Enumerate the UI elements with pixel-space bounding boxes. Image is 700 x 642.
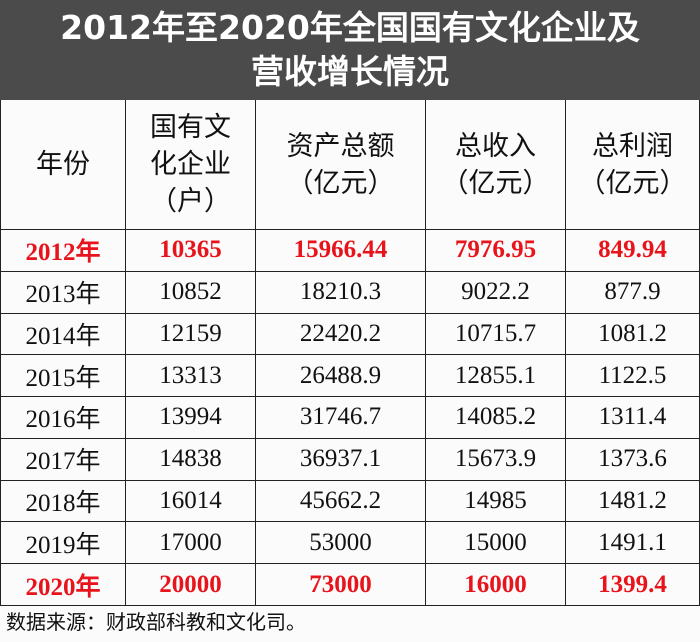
table-cell: 36937.1 bbox=[256, 438, 426, 481]
table-cell: 18210.3 bbox=[256, 271, 426, 314]
table-cell: 20000 bbox=[126, 564, 256, 606]
table-cell: 14985 bbox=[426, 480, 566, 523]
table-cell: 1491.1 bbox=[566, 522, 700, 565]
table-cell: 2019年 bbox=[0, 522, 126, 565]
header-text: 化企业 bbox=[150, 149, 231, 180]
header-text: 资产总额 bbox=[286, 130, 395, 162]
table-cell: 10852 bbox=[126, 271, 256, 314]
table-cell: 45662.2 bbox=[256, 480, 426, 523]
title-bar: 2012年至2020年全国国有文化企业及 营收增长情况 bbox=[0, 0, 700, 100]
header-cell: 年份 bbox=[0, 100, 126, 230]
title-line: 营收增长情况 bbox=[251, 52, 449, 91]
title-line: 2012年至2020年全国国有文化企业及 bbox=[60, 8, 640, 47]
table-cell: 14838 bbox=[126, 438, 256, 481]
table-cell: 12855.1 bbox=[426, 355, 566, 398]
table-cell: 2016年 bbox=[0, 397, 126, 439]
table-cell: 12159 bbox=[126, 313, 256, 356]
table-cell: 1399.4 bbox=[566, 564, 700, 606]
table-cell: 15673.9 bbox=[426, 438, 566, 481]
table-cell: 31746.7 bbox=[256, 397, 426, 439]
table-cell: 15000 bbox=[426, 522, 566, 565]
table-cell: 9022.2 bbox=[426, 271, 566, 314]
header-text: 年份 bbox=[36, 149, 90, 180]
table-cell: 877.9 bbox=[566, 271, 700, 314]
table-cell: 2018年 bbox=[0, 480, 126, 523]
table-cell: 1373.6 bbox=[566, 438, 700, 481]
header-text: （亿元） bbox=[578, 167, 687, 199]
table-cell: 7976.95 bbox=[426, 230, 566, 272]
header-text: （户） bbox=[150, 186, 231, 217]
table-cell: 16014 bbox=[126, 480, 256, 523]
table-cell: 14085.2 bbox=[426, 397, 566, 439]
table-cell: 1311.4 bbox=[566, 397, 700, 439]
table-cell: 1481.2 bbox=[566, 480, 700, 523]
source-note: 数据来源：财政部科教和文化司。 bbox=[6, 610, 306, 634]
table-cell: 16000 bbox=[426, 564, 566, 606]
header-cell: 总利润 （亿元） bbox=[566, 100, 700, 230]
table-cell: 26488.9 bbox=[256, 355, 426, 398]
header-text: 国有文 bbox=[150, 112, 231, 143]
table-cell: 2014年 bbox=[0, 313, 126, 356]
header-text: （亿元） bbox=[286, 167, 395, 199]
table-cell: 2017年 bbox=[0, 438, 126, 481]
table-cell: 73000 bbox=[256, 564, 426, 606]
table-cell: 13313 bbox=[126, 355, 256, 398]
table-cell: 53000 bbox=[256, 522, 426, 565]
table-cell: 17000 bbox=[126, 522, 256, 565]
table-cell: 849.94 bbox=[566, 230, 700, 272]
table-cell: 10365 bbox=[126, 230, 256, 272]
table-cell: 2015年 bbox=[0, 355, 126, 398]
table-cell: 22420.2 bbox=[256, 313, 426, 356]
table-cell: 2020年 bbox=[0, 564, 126, 606]
header-cell: 资产总额 （亿元） bbox=[256, 100, 426, 230]
header-cell: 国有文化企业 （户） bbox=[126, 100, 256, 230]
table-cell: 13994 bbox=[126, 397, 256, 439]
table-cell: 2012年 bbox=[0, 230, 126, 272]
table-cell: 15966.44 bbox=[256, 230, 426, 272]
header-text: 总利润 bbox=[592, 130, 673, 162]
header-text: 总收入 bbox=[455, 130, 536, 162]
table-cell: 1122.5 bbox=[566, 355, 700, 398]
header-text: （亿元） bbox=[441, 167, 550, 199]
table-cell: 1081.2 bbox=[566, 313, 700, 356]
table-cell: 10715.7 bbox=[426, 313, 566, 356]
table-cell: 2013年 bbox=[0, 271, 126, 314]
header-cell: 总收入 （亿元） bbox=[426, 100, 566, 230]
